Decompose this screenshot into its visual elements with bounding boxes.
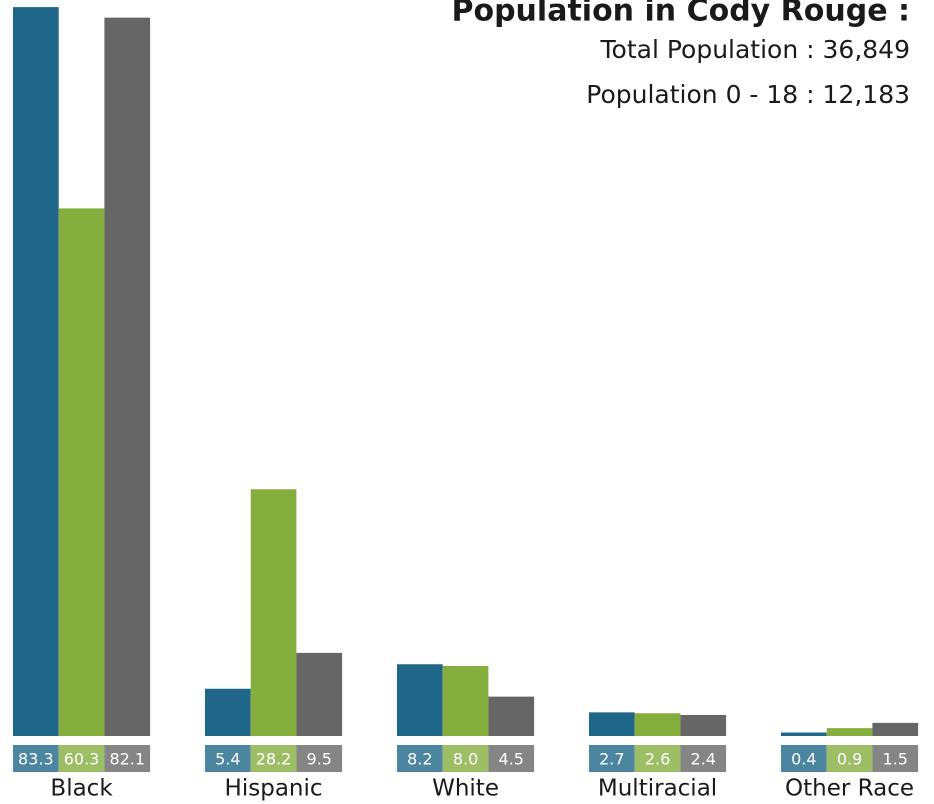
bar — [250, 489, 297, 736]
bar — [781, 732, 827, 736]
value-label: 2.7 — [599, 750, 624, 769]
bar — [589, 712, 635, 736]
value-label: 0.9 — [837, 750, 862, 769]
subtitle: Total Population : 36,849 — [600, 35, 910, 64]
value-label: 9.5 — [307, 750, 332, 769]
value-label: 83.3 — [18, 750, 54, 769]
value-label: 82.1 — [109, 750, 145, 769]
value-label: 8.0 — [453, 750, 478, 769]
value-label-box — [589, 745, 635, 772]
value-label-box — [781, 745, 827, 772]
bar — [296, 652, 343, 736]
bar — [634, 713, 681, 736]
bar — [205, 688, 251, 736]
bar — [826, 728, 873, 736]
value-label-box — [205, 745, 251, 772]
value-label: 0.4 — [791, 750, 816, 769]
value-label-box — [397, 745, 443, 772]
bar — [13, 7, 59, 736]
value-label-box — [680, 745, 727, 772]
value-label: 60.3 — [64, 750, 100, 769]
value-label-box — [488, 745, 535, 772]
chart-title: Population in Cody Rouge : — [451, 0, 910, 29]
bar — [442, 666, 489, 736]
x-tick-label: Multiracial — [598, 776, 717, 802]
value-label: 4.5 — [499, 750, 524, 769]
bar — [680, 715, 727, 736]
x-tick-label: Hispanic — [225, 776, 323, 802]
value-label-box — [58, 745, 105, 772]
value-label-box — [296, 745, 343, 772]
value-label-box — [442, 745, 489, 772]
value-label-box — [104, 745, 151, 772]
bar — [104, 17, 151, 736]
value-label-box — [872, 745, 919, 772]
value-label: 2.6 — [645, 750, 670, 769]
x-tick-label: Other Race — [785, 776, 914, 802]
value-label-box — [13, 745, 59, 772]
x-tick-label: Black — [50, 776, 113, 802]
subtitle: Population 0 - 18 : 12,183 — [586, 80, 910, 109]
value-label: 8.2 — [407, 750, 432, 769]
bar — [872, 722, 919, 736]
value-label: 1.5 — [883, 750, 908, 769]
bar — [397, 664, 443, 736]
bar — [488, 696, 535, 736]
value-label-box — [826, 745, 873, 772]
value-label-box — [250, 745, 297, 772]
value-label: 2.4 — [691, 750, 716, 769]
x-tick-label: White — [432, 776, 499, 802]
bar — [58, 208, 105, 736]
value-label: 5.4 — [215, 750, 240, 769]
value-label: 28.2 — [256, 750, 292, 769]
value-label-box — [634, 745, 681, 772]
